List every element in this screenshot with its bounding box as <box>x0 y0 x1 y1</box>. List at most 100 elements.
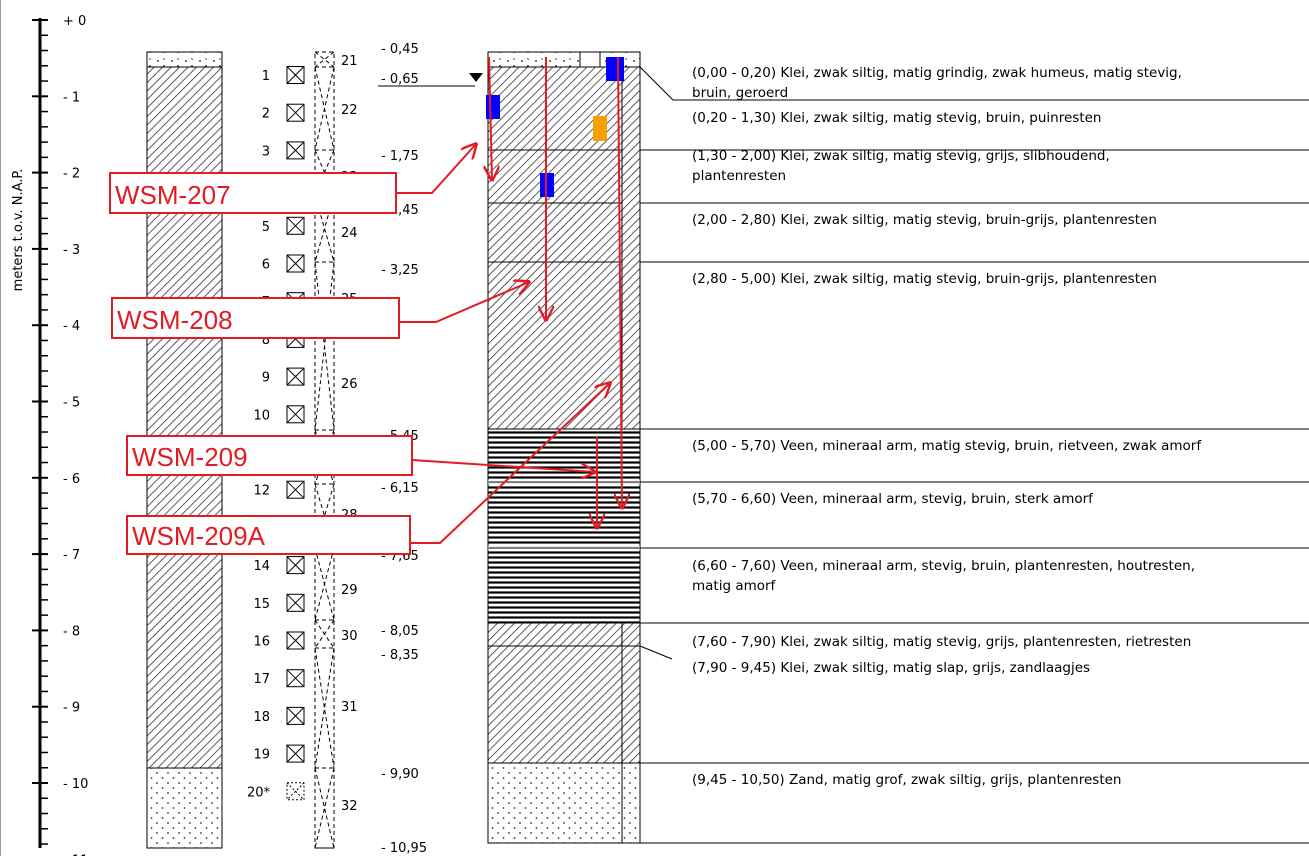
sample-box: 19 <box>253 744 305 763</box>
layer-description: (1,30 - 2,00) Klei, zwak siltig, matig s… <box>692 148 1110 164</box>
tube-segment-line <box>314 647 335 769</box>
tube-sample-number: 30 <box>341 629 358 644</box>
leader-line <box>639 66 674 101</box>
axis-tick-label: - 1 <box>63 90 80 105</box>
layer-description: (2,80 - 5,00) Klei, zwak siltig, matig s… <box>692 271 1157 287</box>
sample-box: 20* <box>247 782 305 801</box>
tube-sample-number: 26 <box>341 377 358 392</box>
well-label: WSM-209A <box>132 521 266 551</box>
well-callout: WSM-208 <box>111 282 529 339</box>
tube-sample-number: 24 <box>341 226 358 241</box>
axis-tick-label: - 2 <box>63 167 80 182</box>
sample-box: 2 <box>262 103 305 122</box>
layer-descriptions: (0,00 - 0,20) Klei, zwak siltig, matig g… <box>692 65 1202 788</box>
sample-number: 8 <box>262 333 270 348</box>
tube-segment-line <box>314 767 335 849</box>
sample-number: 19 <box>253 748 270 763</box>
axis-tick-label: - 8 <box>63 624 80 639</box>
sample-marker-orange <box>593 116 607 141</box>
tube-segment-line <box>314 647 335 769</box>
depth-label: - 8,05 <box>381 624 419 639</box>
well-callout: WSM-209A <box>126 383 610 555</box>
depth-label: - 8,35 <box>381 648 419 663</box>
sample-box: 16 <box>253 631 305 650</box>
layer-description: bruin, geroerd <box>692 85 788 101</box>
tube-sample-number: 32 <box>341 799 358 814</box>
layer-description: (0,00 - 0,20) Klei, zwak siltig, matig g… <box>692 65 1182 81</box>
axis-tick-label: - 7 <box>63 548 80 563</box>
sample-number: 15 <box>253 597 270 612</box>
layer-description: (7,90 - 9,45) Klei, zwak siltig, matig s… <box>692 660 1090 676</box>
depth-label: - 10,95 <box>381 841 427 856</box>
layer-description: (7,60 - 7,90) Klei, zwak siltig, matig s… <box>692 634 1191 650</box>
axis-tick-label: - 9 <box>63 701 80 716</box>
water-level-icon <box>469 73 483 82</box>
sample-number: 16 <box>253 635 270 650</box>
well-callout: WSM-207 <box>109 144 476 214</box>
sample-box: 5 <box>262 216 305 235</box>
tube-segment-line <box>314 66 335 151</box>
layer-description: (6,60 - 7,60) Veen, mineraal arm, stevig… <box>692 558 1195 574</box>
layer-description: plantenresten <box>692 168 786 184</box>
sample-box: 15 <box>253 593 305 612</box>
well-label: WSM-207 <box>115 180 231 210</box>
sample-number: 17 <box>253 672 270 687</box>
axis-tick-label: - 3 <box>63 243 80 258</box>
depth-axis: + 0- 1- 2- 3- 4- 5- 6- 7- 8- 9- 10- 11 m… <box>11 14 88 860</box>
sample-box: 6 <box>262 254 305 273</box>
sample-marker-blue <box>486 95 500 119</box>
tube-segment-line <box>314 547 335 621</box>
sample-marker-blue <box>606 57 624 81</box>
detailed-column <box>487 51 641 844</box>
layer-description: (0,20 - 1,30) Klei, zwak siltig, matig s… <box>692 110 1101 126</box>
axis-tick-label: + 0 <box>63 14 86 29</box>
layer-description: (9,45 - 10,50) Zand, matig grof, zwak si… <box>692 772 1122 788</box>
tube-segment-line <box>314 619 335 649</box>
depth-label: - 6,15 <box>381 481 419 496</box>
sample-number: 9 <box>262 371 270 386</box>
tube-segment-line <box>314 261 335 431</box>
sample-box: 9 <box>262 367 305 386</box>
sample-box: 10 <box>253 405 305 424</box>
sample-box: 1 <box>262 66 305 84</box>
leader-line <box>639 645 673 660</box>
sample-number: 6 <box>262 258 270 273</box>
sample-number: 20* <box>247 785 271 800</box>
sample-number: 1 <box>262 69 270 84</box>
depth-label: - 0,65 <box>381 72 419 87</box>
axis-tick-label: - 4 <box>63 319 80 334</box>
layer-leader-lines <box>639 66 1309 844</box>
sample-number: 12 <box>253 484 270 499</box>
sample-box: 3 <box>262 141 305 160</box>
sample-number: 10 <box>253 408 270 423</box>
sample-box: 18 <box>253 706 305 725</box>
tube-sample-number: 22 <box>341 103 358 118</box>
tube-sample-number: 21 <box>341 54 358 69</box>
depth-label: - 1,75 <box>381 149 419 164</box>
well-label: WSM-208 <box>117 305 233 335</box>
depth-label: - 0,45 <box>381 42 419 57</box>
axis-label: meters t.o.v. N.A.P. <box>11 169 26 292</box>
tube-segment-line <box>314 194 335 263</box>
tube-segment-line <box>314 767 335 849</box>
layer-description: matig amorf <box>692 578 777 594</box>
axis-tick-label: - 6 <box>63 472 80 487</box>
sample-number: 14 <box>253 559 270 574</box>
sample-number: 5 <box>262 220 270 235</box>
axis-tick-label: - 10 <box>63 777 88 792</box>
tube-segment-line <box>314 194 335 263</box>
sample-box: 17 <box>253 669 305 688</box>
sample-number: 2 <box>262 107 270 122</box>
layer-description: (5,00 - 5,70) Veen, mineraal arm, matig … <box>692 438 1202 454</box>
sample-number: 3 <box>262 144 270 159</box>
axis-tick-label: - 5 <box>63 396 80 411</box>
layer-description: (5,70 - 6,60) Veen, mineraal arm, stevig… <box>692 491 1094 507</box>
depth-label: - 9,90 <box>381 767 419 782</box>
sample-box: 12 <box>253 480 305 499</box>
red-arrows <box>489 56 622 528</box>
sample-box: 14 <box>253 556 305 575</box>
depth-label: - 3,25 <box>381 263 419 278</box>
tube-sample-number: 31 <box>341 700 358 715</box>
